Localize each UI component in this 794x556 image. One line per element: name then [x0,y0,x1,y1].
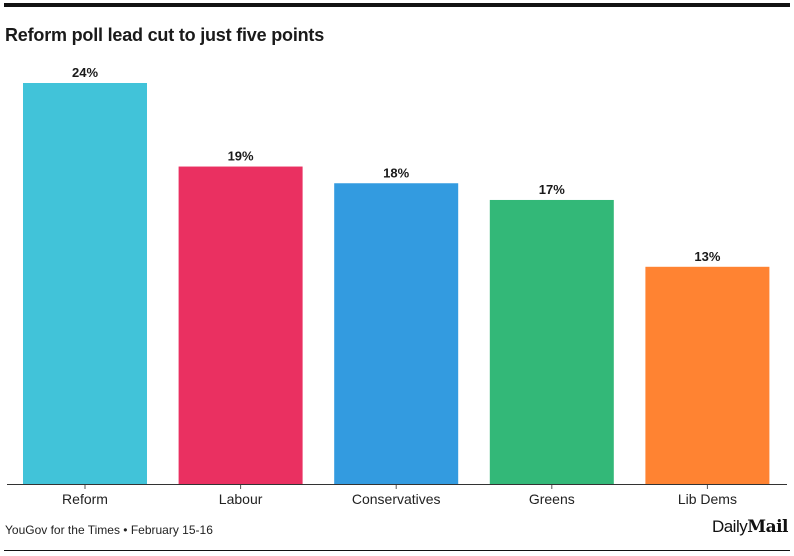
bar-labour [178,166,303,484]
x-tick-label-lib-dems: Lib Dems [678,491,737,507]
bar-lib-dems [645,266,770,484]
logo-daily: Daily [711,517,748,536]
x-tick-label-greens: Greens [529,491,575,507]
x-tick-label-labour: Labour [219,491,263,507]
data-label-reform: 24% [72,65,98,80]
ticks-group [84,485,708,489]
x-tick-label-reform: Reform [62,491,108,507]
data-label-lib-dems: 13% [694,249,720,264]
logo-mail: Mail [747,517,788,537]
x-tick-labels: Reform Labour Conservatives Greens Lib Dems [62,491,737,507]
chart-title: Reform poll lead cut to just five points [5,25,325,45]
bar-reform [23,83,147,484]
bar-conservatives [334,183,459,484]
source-note: YouGov for the Times • February 15-16 [5,523,213,537]
daily-mail-logo: DailyMail [711,517,789,537]
data-label-greens: 17% [539,182,565,197]
bars-group [23,83,770,485]
bottom-rule [4,550,790,551]
data-label-labour: 19% [228,149,254,164]
bar-greens [489,199,614,485]
top-rule [4,3,790,7]
data-label-conservatives: 18% [383,165,409,180]
x-tick-label-conservatives: Conservatives [352,491,441,507]
data-labels: 24% 19% 18% 17% 13% [72,65,721,264]
